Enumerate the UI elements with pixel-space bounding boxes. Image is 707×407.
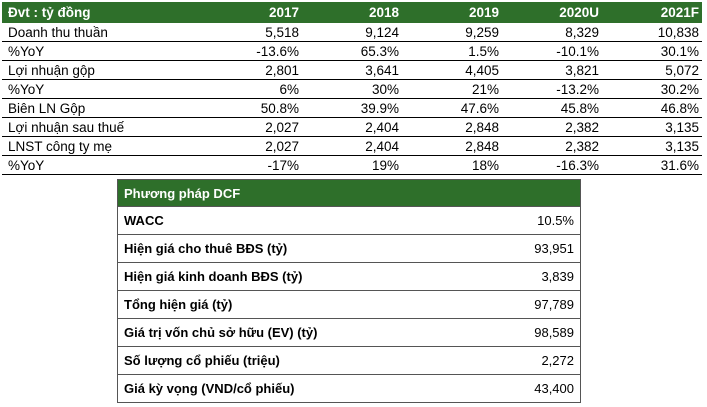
year-header-2017: 2017 <box>202 2 302 23</box>
dcf-label: Hiện giá kinh doanh BĐS (tỷ) <box>117 262 438 291</box>
cell-value: 9,259 <box>465 24 499 40</box>
cell-value: 3,135 <box>602 136 702 156</box>
dcf-label: Giá kỳ vọng (VND/cổ phiếu) <box>117 374 438 403</box>
dcf-row: WACC 10.5% <box>117 206 581 235</box>
dcf-value: 97,789 <box>437 290 581 319</box>
cell-value: 50.8% <box>202 98 302 118</box>
row-label: Doanh thu thuần <box>8 24 108 40</box>
cell-value: 2,848 <box>402 136 502 156</box>
cell-value: 4,405 <box>402 60 502 80</box>
cell-value: 31.6% <box>602 155 702 175</box>
dcf-row: Tổng hiện giá (tỷ) 97,789 <box>117 290 581 319</box>
row-label: Lợi nhuận gộp <box>2 60 202 80</box>
dcf-value: 3,839 <box>437 262 581 291</box>
row-label: %YoY <box>2 155 202 175</box>
cell-value: 2,382 <box>502 117 602 137</box>
dcf-title: Phương pháp DCF <box>117 179 581 207</box>
cell-value: 3,821 <box>502 60 602 80</box>
cell-value: 9,124 <box>365 24 399 40</box>
unit-header: Đvt : tỷ đồng <box>2 2 202 23</box>
cell-value: -13.6% <box>202 41 302 61</box>
cell-value: 47.6% <box>402 98 502 118</box>
cell-value: 8,329 <box>565 24 599 40</box>
cell-value: 2,404 <box>302 136 402 156</box>
cell-value: 45.8% <box>502 98 602 118</box>
cell-value: 3,135 <box>602 117 702 137</box>
dcf-label: Hiện giá cho thuê BĐS (tỷ) <box>117 234 438 263</box>
dcf-value: 10.5% <box>437 206 581 235</box>
year-header-2021f: 2021F <box>602 2 702 23</box>
cell-value: 30.2% <box>602 79 702 99</box>
cell-value: 46.8% <box>602 98 702 118</box>
cell-value: 39.9% <box>302 98 402 118</box>
cell-value: -13.2% <box>502 79 602 99</box>
cell-value: 18% <box>402 155 502 175</box>
cell-value: 2,027 <box>202 117 302 137</box>
year-header-2020u: 2020U <box>502 2 602 23</box>
dcf-row: Hiện giá kinh doanh BĐS (tỷ) 3,839 <box>117 262 581 291</box>
dcf-valuation-table: Phương pháp DCF WACC 10.5% Hiện giá cho … <box>117 179 581 403</box>
cell-value: 19% <box>302 155 402 175</box>
table-row: Doanh thu thuần 5,518 9,124 9,259 8,329 … <box>2 23 702 42</box>
cell-value: 30% <box>302 79 402 99</box>
cell-value: 21% <box>402 79 502 99</box>
cell-value: 65.3% <box>302 41 402 61</box>
row-label: %YoY <box>2 79 202 99</box>
cell-value: 30.1% <box>602 41 702 61</box>
cell-value: 5,518 <box>265 24 299 40</box>
cell-value: 2,404 <box>302 117 402 137</box>
cell-value: 1.5% <box>402 41 502 61</box>
dcf-value: 98,589 <box>437 318 581 347</box>
dcf-value: 2,272 <box>437 346 581 375</box>
year-header-2018: 2018 <box>302 2 402 23</box>
dcf-row: Số lượng cổ phiếu (triệu) 2,272 <box>117 346 581 375</box>
dcf-header-row: Phương pháp DCF <box>117 179 581 207</box>
table-row: Biên LN Gộp 50.8% 39.9% 47.6% 45.8% 46.8… <box>2 98 702 118</box>
row-label: Biên LN Gộp <box>2 98 202 118</box>
dcf-label: Giá trị vốn chủ sở hữu (EV) (tỷ) <box>117 318 438 347</box>
cell-value: 6% <box>202 79 302 99</box>
cell-value: -10.1% <box>502 41 602 61</box>
cell-value: 2,848 <box>402 117 502 137</box>
row-label: Lợi nhuận sau thuế <box>2 117 202 137</box>
cell-value: 5,072 <box>602 60 702 80</box>
dcf-value: 43,400 <box>437 374 581 403</box>
dcf-value: 93,951 <box>437 234 581 263</box>
financial-summary-table: Đvt : tỷ đồng 2017 2018 2019 2020U 2021F… <box>2 2 702 175</box>
row-label: LNST công ty mẹ <box>2 136 202 156</box>
table-row: LNST công ty mẹ 2,027 2,404 2,848 2,382 … <box>2 136 702 156</box>
table-row: %YoY -17% 19% 18% -16.3% 31.6% <box>2 155 702 175</box>
table-row: %YoY -13.6% 65.3% 1.5% -10.1% 30.1% <box>2 41 702 61</box>
cell-value: 2,801 <box>202 60 302 80</box>
dcf-label: Số lượng cổ phiếu (triệu) <box>117 346 438 375</box>
table-row: %YoY 6% 30% 21% -13.2% 30.2% <box>2 79 702 99</box>
dcf-label: WACC <box>117 206 438 235</box>
cell-value: 2,027 <box>202 136 302 156</box>
financial-header-row: Đvt : tỷ đồng 2017 2018 2019 2020U 2021F <box>2 2 702 23</box>
cell-value: 2,382 <box>502 136 602 156</box>
table-row: Lợi nhuận sau thuế 2,027 2,404 2,848 2,3… <box>2 117 702 137</box>
dcf-row: Giá trị vốn chủ sở hữu (EV) (tỷ) 98,589 <box>117 318 581 347</box>
cell-value: 3,641 <box>302 60 402 80</box>
cell-value: -17% <box>202 155 302 175</box>
table-row: Lợi nhuận gộp 2,801 3,641 4,405 3,821 5,… <box>2 60 702 80</box>
row-label: %YoY <box>2 41 202 61</box>
cell-value: -16.3% <box>502 155 602 175</box>
dcf-label: Tổng hiện giá (tỷ) <box>117 290 438 319</box>
cell-value: 10,838 <box>657 24 699 40</box>
year-header-2019: 2019 <box>402 2 502 23</box>
dcf-row: Hiện giá cho thuê BĐS (tỷ) 93,951 <box>117 234 581 263</box>
dcf-row: Giá kỳ vọng (VND/cổ phiếu) 43,400 <box>117 374 581 403</box>
